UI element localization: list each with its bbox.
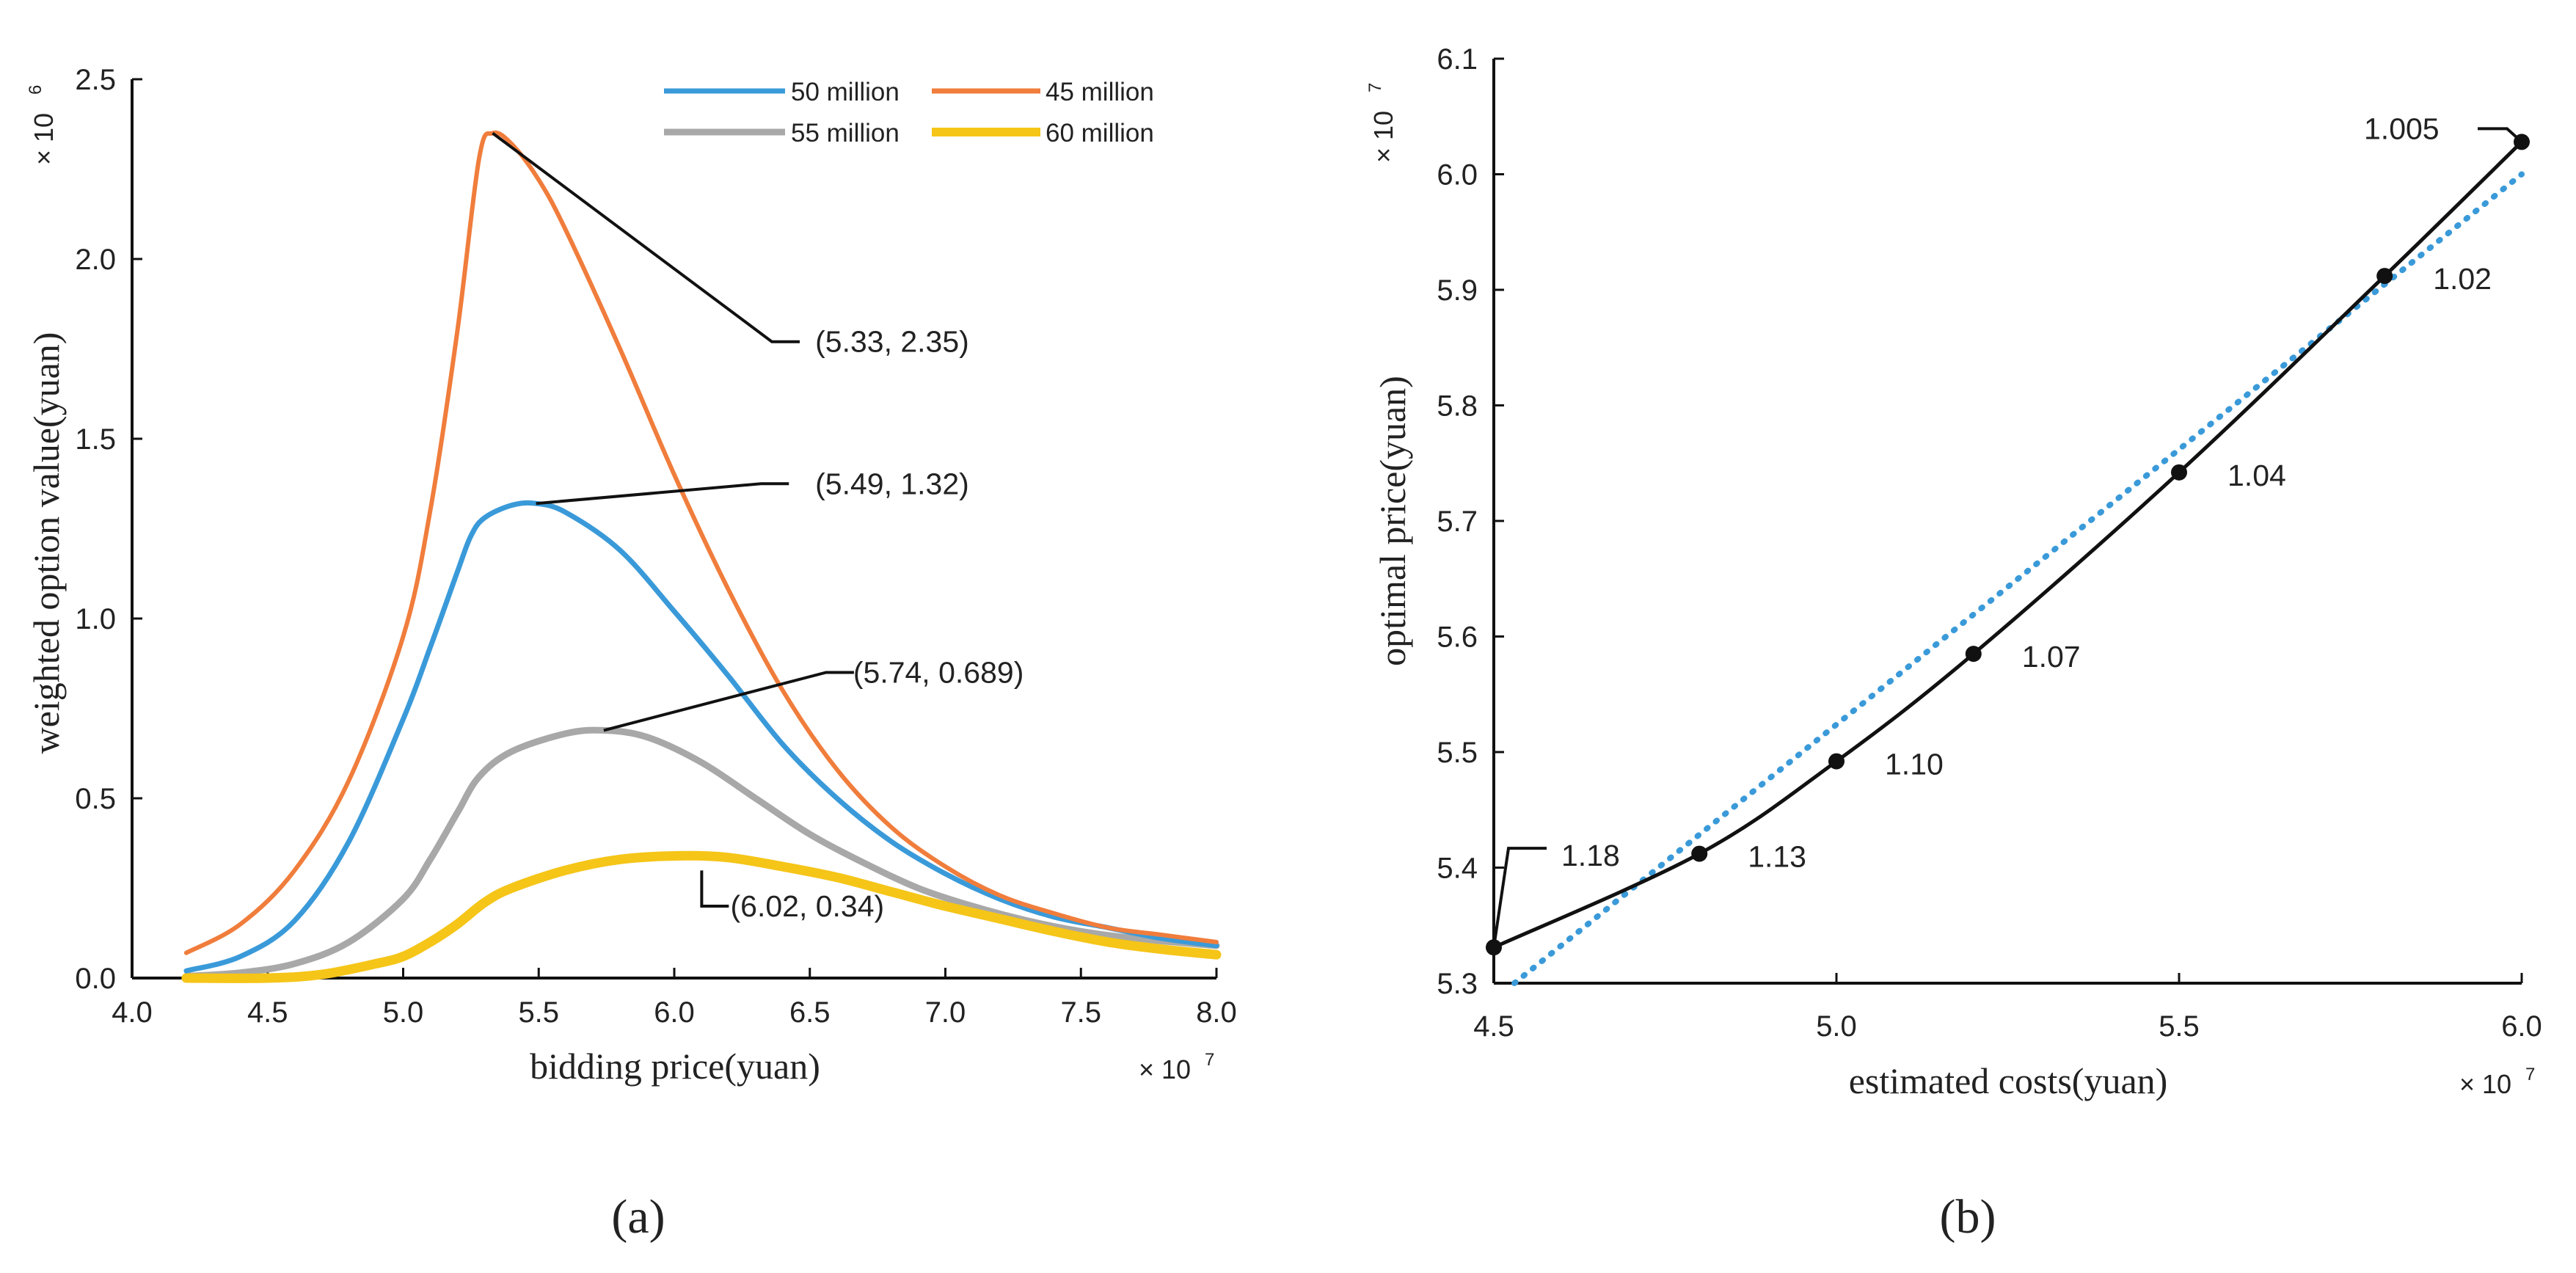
annotation-label: (6.02, 0.34) (731, 889, 885, 923)
legend-label-45-million: 45 million (1046, 78, 1154, 106)
panel-a-y-tick-label: 1.5 (75, 423, 116, 456)
panel-b-point-label: 1.18 (1561, 839, 1620, 872)
point-label-leader-line (1492, 847, 1547, 948)
annotation-leader-line (700, 870, 729, 908)
panel-a-y-axis-title: weighted option value(yuan) (26, 332, 67, 754)
panel-b-x-ticks: 4.5 5.0 5.5 6.0 (1473, 973, 2542, 1043)
legend-label-60-million: 60 million (1046, 119, 1154, 147)
annotation-label: (5.49, 1.32) (815, 467, 969, 500)
annotation-leader-line (536, 482, 789, 506)
panel-b-point-label: 1.10 (1885, 748, 1944, 781)
panel-b-y-tick-label: 5.6 (1437, 621, 1478, 654)
panel-b-data-point (2171, 464, 2187, 481)
panel-a-chart: 0.0 0.5 1.0 1.5 2.0 2.5 4.0 4.5 5.0 5.5 6.0 6.5 7.0… (26, 64, 1237, 1244)
annotation-leader-line (492, 131, 800, 343)
panel-a-x-multiplier: × 10 7 (1139, 1050, 1214, 1084)
panel-a-x-tick-label: 6.5 (789, 996, 831, 1029)
panel-a-y-multiplier-base: × 10 (29, 113, 59, 165)
panel-b-y-multiplier: × 10 7 (1365, 83, 1398, 163)
panel-b-point-label: 1.13 (1748, 840, 1806, 874)
panel-a-x-tick-label: 5.5 (518, 996, 559, 1029)
panel-a-y-multiplier-exp: 6 (26, 85, 45, 95)
panel-b-y-tick-label: 5.9 (1437, 274, 1478, 307)
panel-b-points: 1.18 1.13 1.10 1.07 1.04 1.02 1.005 (1486, 112, 2530, 956)
annotation-leader-line (603, 671, 854, 732)
annotation-label: (5.33, 2.35) (815, 325, 969, 359)
panel-b-x-multiplier-base: × 10 (2459, 1069, 2511, 1099)
panel-b-x-tick-label: 6.0 (2501, 1010, 2542, 1043)
panel-a-y-tick-label: 0.5 (75, 783, 116, 815)
panel-b-label: (b) (1940, 1190, 1996, 1244)
panel-a-x-multiplier-exp: 7 (1205, 1050, 1214, 1070)
panel-a-y-tick-label: 0.0 (75, 963, 116, 995)
panel-b-x-tick-label: 5.5 (2159, 1010, 2200, 1043)
panel-a-legend: 50 million 45 million 55 million 60 mill… (664, 78, 1154, 147)
panel-b-y-tick-label: 5.7 (1437, 506, 1478, 538)
series-line-45-million (183, 130, 1219, 955)
panel-a-y-tick-label: 2.0 (75, 244, 116, 276)
panel-b-data-point (1691, 845, 1708, 862)
legend-label-55-million: 55 million (791, 119, 900, 147)
panel-a-x-tick-label: 7.0 (925, 996, 966, 1029)
panel-a-x-tick-label: 5.0 (383, 996, 424, 1029)
panel-b-x-multiplier: × 10 7 (2459, 1065, 2535, 1099)
panel-a-label: (a) (611, 1190, 665, 1244)
panel-a-x-tick-label: 8.0 (1196, 996, 1237, 1029)
panel-b-series (1492, 140, 2525, 986)
panel-b-optimal-price-line (1492, 140, 2523, 949)
panel-a-series (181, 130, 1222, 983)
series-line-50-million (183, 500, 1219, 974)
panel-a-x-tick-label: 7.5 (1060, 996, 1101, 1029)
panel-a-x-ticks: 4.0 4.5 5.0 5.5 6.0 6.5 7.0 7.5 8.0 (112, 968, 1237, 1029)
panel-b-point-label: 1.04 (2227, 459, 2286, 492)
panel-b-y-multiplier-base: × 10 (1368, 111, 1398, 163)
panel-a-y-multiplier: × 10 6 (26, 85, 59, 165)
panel-a-x-tick-label: 4.0 (112, 996, 153, 1029)
panel-b-point-label: 1.005 (2364, 112, 2440, 145)
panel-b-y-ticks: 5.3 5.4 5.5 5.6 5.7 5.8 5.9 6.0 6.1 (1437, 43, 1504, 1000)
panel-a-y-tick-label: 2.5 (75, 64, 116, 96)
panel-b-point-label: 1.02 (2433, 262, 2492, 296)
panel-b-y-multiplier-exp: 7 (1365, 83, 1385, 92)
panel-b-dotted-trend-line (1511, 171, 2525, 986)
annotation-label: (5.74, 0.689) (853, 656, 1024, 690)
panel-b-y-tick-label: 5.3 (1437, 968, 1478, 1000)
panel-b-y-tick-label: 6.0 (1437, 159, 1478, 192)
legend-label-50-million: 50 million (791, 78, 900, 106)
panel-a-x-tick-label: 4.5 (247, 996, 288, 1029)
panel-b-y-tick-label: 5.5 (1437, 737, 1478, 769)
panel-b-x-tick-label: 5.0 (1816, 1010, 1857, 1043)
series-line-60-million (181, 850, 1222, 983)
panel-b-y-axis-title: optimal price(yuan) (1372, 376, 1413, 666)
panel-b-point-label: 1.07 (2022, 640, 2081, 674)
panel-b-y-tick-label: 5.4 (1437, 853, 1478, 885)
panel-b-x-axis-title: estimated costs(yuan) (1849, 1060, 2168, 1101)
point-label-leader-line (2478, 127, 2523, 143)
panel-b-x-tick-label: 4.5 (1473, 1010, 1514, 1043)
panel-b-chart: 5.3 5.4 5.5 5.6 5.7 5.8 5.9 6.0 6.1 4.5 5.0 5.5 6.0… (1365, 43, 2542, 1244)
panel-a-annotations: (5.33, 2.35) (5.49, 1.32) (5.74, 0.689) (6.… (492, 131, 1024, 923)
panel-b-y-tick-label: 6.1 (1437, 43, 1478, 76)
panel-b-data-point (1828, 753, 1845, 770)
panel-a-y-ticks: 0.0 0.5 1.0 1.5 2.0 2.5 (75, 64, 142, 995)
panel-b-data-point (1965, 646, 1982, 663)
panel-b-x-multiplier-exp: 7 (2525, 1065, 2535, 1084)
panel-a-x-tick-label: 6.0 (654, 996, 695, 1029)
panel-b-y-tick-label: 5.8 (1437, 390, 1478, 423)
panel-a-x-multiplier-base: × 10 (1139, 1054, 1191, 1084)
panel-a-x-axis-title: bidding price(yuan) (530, 1046, 820, 1087)
panel-a-y-tick-label: 1.0 (75, 603, 116, 635)
panel-b-data-point (2376, 268, 2393, 285)
